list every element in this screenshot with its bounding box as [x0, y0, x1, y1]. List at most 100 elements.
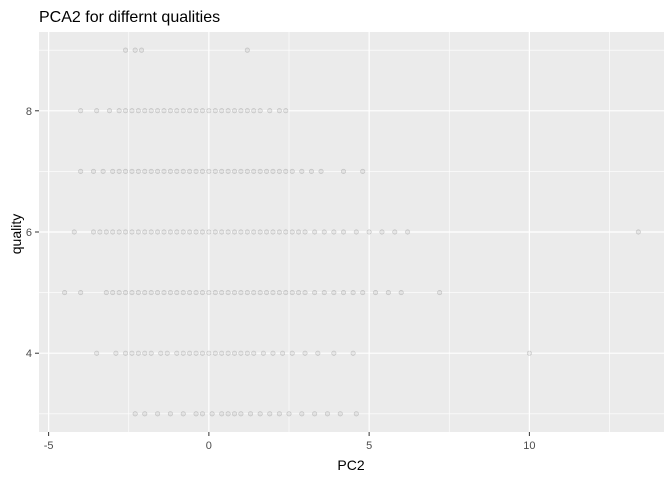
data-point — [315, 350, 321, 356]
data-point — [135, 168, 141, 174]
data-point — [312, 411, 318, 417]
data-point — [225, 350, 231, 356]
data-point — [123, 290, 129, 296]
data-point — [283, 168, 289, 174]
data-point — [167, 108, 173, 114]
data-point — [276, 108, 282, 114]
data-point — [174, 290, 180, 296]
data-point — [238, 108, 244, 114]
data-point — [116, 290, 122, 296]
data-point — [366, 229, 372, 235]
data-point — [139, 47, 145, 53]
x-axis-ticks: -5 0 5 10 — [44, 432, 536, 452]
data-point — [283, 290, 289, 296]
data-point — [244, 290, 250, 296]
data-point — [232, 290, 238, 296]
y-axis-ticks: 4 6 8 — [26, 106, 39, 360]
data-point — [225, 229, 231, 235]
data-point — [340, 290, 346, 296]
data-point — [180, 229, 186, 235]
data-point — [212, 229, 218, 235]
data-point — [331, 290, 337, 296]
data-point — [148, 229, 154, 235]
data-point — [225, 168, 231, 174]
data-point — [107, 108, 113, 114]
data-point — [257, 168, 263, 174]
data-point — [337, 411, 343, 417]
data-point — [219, 290, 225, 296]
data-point — [199, 108, 205, 114]
data-point — [206, 168, 212, 174]
data-point — [97, 229, 103, 235]
data-point — [244, 108, 250, 114]
data-point — [340, 168, 346, 174]
data-point — [219, 168, 225, 174]
data-point — [276, 290, 282, 296]
data-point — [270, 350, 276, 356]
data-point — [270, 168, 276, 174]
data-point — [260, 350, 266, 356]
data-point — [331, 350, 337, 356]
data-point — [331, 229, 337, 235]
data-point — [193, 290, 199, 296]
data-point — [264, 168, 270, 174]
data-point — [302, 290, 308, 296]
data-point — [167, 290, 173, 296]
data-point — [187, 168, 193, 174]
data-point — [280, 350, 286, 356]
data-point — [180, 168, 186, 174]
data-point — [212, 290, 218, 296]
data-point — [232, 411, 238, 417]
data-point — [238, 411, 244, 417]
data-point — [257, 411, 263, 417]
data-point — [155, 229, 161, 235]
data-point — [90, 229, 96, 235]
data-point — [148, 108, 154, 114]
data-point — [206, 229, 212, 235]
data-point — [286, 411, 292, 417]
data-point — [199, 168, 205, 174]
data-point — [264, 290, 270, 296]
data-point — [251, 229, 257, 235]
data-point — [78, 168, 84, 174]
data-point — [158, 350, 164, 356]
y-axis-label: quality — [8, 214, 24, 254]
data-point — [350, 290, 356, 296]
data-point — [379, 229, 385, 235]
data-point — [360, 168, 366, 174]
data-point — [142, 168, 148, 174]
data-point — [174, 108, 180, 114]
data-point — [225, 411, 231, 417]
data-point — [161, 108, 167, 114]
data-point — [129, 229, 135, 235]
data-point — [244, 229, 250, 235]
data-point — [270, 229, 276, 235]
data-point — [340, 229, 346, 235]
data-point — [135, 108, 141, 114]
data-point — [199, 290, 205, 296]
data-point — [142, 350, 148, 356]
data-point — [103, 290, 109, 296]
data-point — [71, 229, 77, 235]
data-point — [167, 411, 173, 417]
data-point — [526, 350, 532, 356]
data-point — [244, 168, 250, 174]
data-point — [299, 411, 305, 417]
data-point — [94, 350, 100, 356]
data-point — [392, 229, 398, 235]
data-point — [180, 411, 186, 417]
data-point — [180, 108, 186, 114]
data-point — [123, 168, 129, 174]
data-point — [289, 350, 295, 356]
data-point — [206, 108, 212, 114]
data-point — [302, 229, 308, 235]
data-point — [219, 411, 225, 417]
data-point — [142, 411, 148, 417]
data-point — [244, 350, 250, 356]
x-tick-label: 10 — [523, 440, 535, 452]
data-point — [193, 168, 199, 174]
data-point — [167, 168, 173, 174]
data-point — [318, 168, 324, 174]
data-point — [264, 229, 270, 235]
